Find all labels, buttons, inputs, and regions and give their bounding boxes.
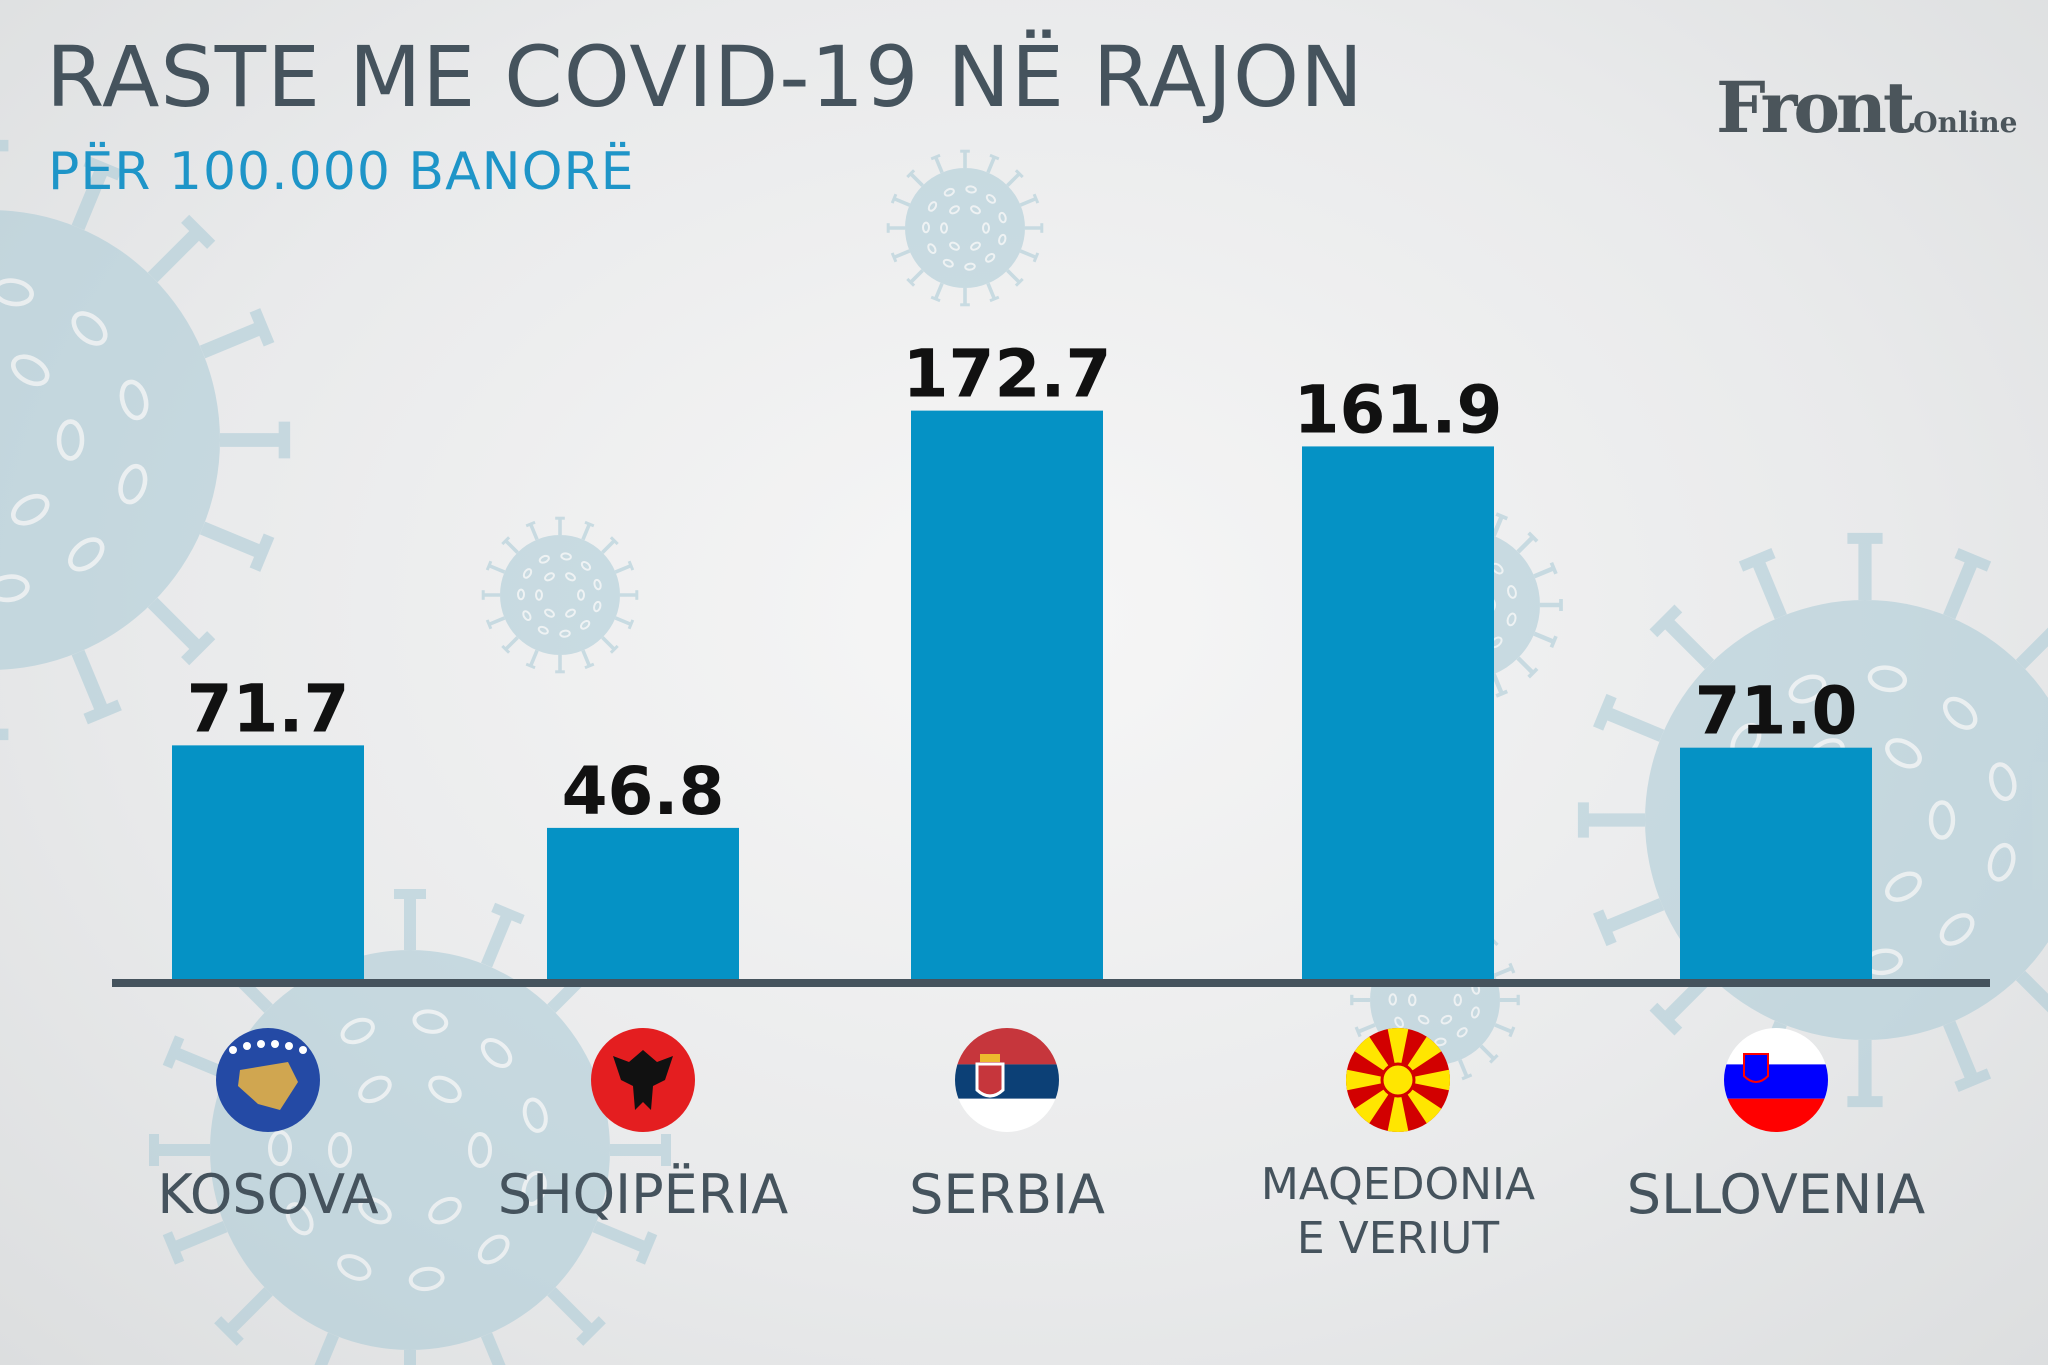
category-label-1: SHQIPËRIA [443,1165,843,1225]
category-label-line: E VERIUT [1296,1213,1500,1264]
category-label-3: MAQEDONIA E VERIUT [1198,1158,1598,1266]
front-online-logo: FrontOnline [1716,66,2017,149]
page-subtitle: PËR 100.000 BANORË [48,142,635,202]
value-label-2: 172.7 [903,336,1112,413]
page-title: RASTE ME COVID-19 NË RAJON [46,28,1364,126]
value-label-0: 71.7 [187,670,350,747]
category-label-line: SERBIA [909,1163,1105,1226]
category-label-line: SLLOVENIA [1626,1163,1926,1226]
value-label-3: 161.9 [1294,371,1503,448]
category-label-4: SLLOVENIA [1576,1165,1976,1225]
virus-icon [481,516,639,674]
category-label-line: SHQIPËRIA [497,1163,789,1226]
bar-4 [1680,747,1872,983]
bar-3 [1302,446,1494,984]
virus-icon [0,139,291,741]
albania-flag-icon [591,1028,695,1132]
kosovo-flag-icon [216,1028,320,1132]
category-label-line: KOSOVA [157,1163,379,1226]
bar-2 [911,410,1103,983]
bar-0 [172,745,364,983]
north-macedonia-flag-icon [1346,1028,1450,1132]
virus-icon [886,149,1044,307]
category-label-line: MAQEDONIA [1260,1159,1536,1210]
value-label-1: 46.8 [562,753,725,830]
logo-sub-text: Online [1913,106,2018,139]
category-label-2: SERBIA [807,1165,1207,1225]
serbia-flag-icon [955,1028,1059,1132]
value-label-4: 71.0 [1695,673,1858,750]
category-label-0: KOSOVA [68,1165,468,1225]
slovenia-flag-icon [1724,1028,1828,1132]
bar-1 [547,827,739,983]
logo-main-text: Front [1716,66,1915,149]
